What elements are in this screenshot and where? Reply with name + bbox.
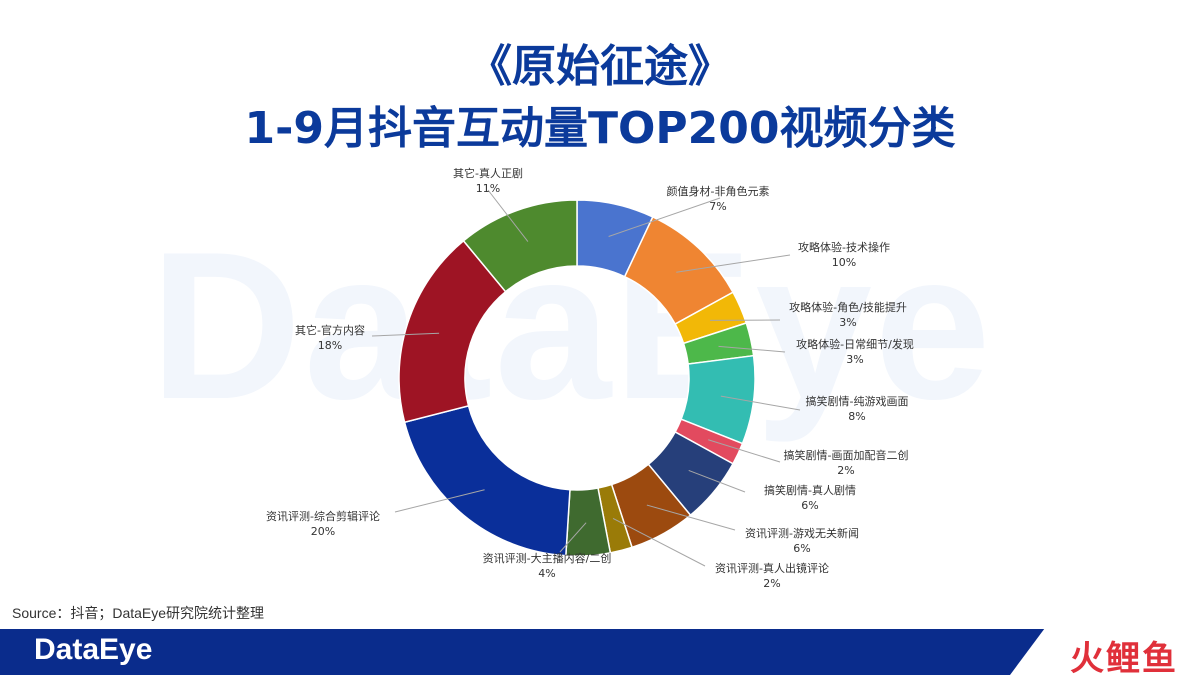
slice-category-label: 搞笑剧情-纯游戏画面 (806, 394, 909, 408)
slice-category-label: 其它-官方内容 (295, 323, 365, 337)
slice-value-label: 7% (709, 200, 726, 213)
slice-value-label: 6% (793, 542, 810, 555)
slice-category-label: 搞笑剧情-画面加配音二创 (784, 448, 909, 462)
slice-category-label: 资讯评测-真人出镜评论 (715, 561, 829, 575)
slice-category-label: 攻略体验-技术操作 (798, 240, 890, 254)
slice-value-label: 11% (476, 182, 500, 195)
slice-category-label: 搞笑剧情-真人剧情 (764, 483, 856, 497)
slice-category-label: 资讯评测-游戏无关新闻 (745, 526, 859, 540)
slice-category-label: 攻略体验-日常细节/发现 (796, 337, 914, 351)
slice-category-label: 资讯评测-大主播内容/二创 (483, 551, 612, 565)
slice-value-label: 18% (318, 339, 342, 352)
slice-value-label: 2% (837, 464, 854, 477)
slice-category-label: 资讯评测-综合剪辑评论 (266, 509, 380, 523)
slice-category-label: 颜值身材-非角色元素 (667, 184, 770, 198)
source-note: Source：抖音；DataEye研究院统计整理 (12, 603, 264, 623)
partner-logo-area: 火鲤鱼 (1010, 629, 1200, 675)
slice-category-label: 其它-真人正剧 (453, 166, 523, 180)
slice-value-label: 2% (763, 577, 780, 590)
dataeye-logo: DataEye (34, 633, 152, 667)
donut-slices (399, 200, 755, 556)
partner-logo: 火鲤鱼 (1070, 631, 1178, 680)
slice-value-label: 3% (846, 353, 863, 366)
slice-value-label: 20% (311, 525, 335, 538)
slice-category-label: 攻略体验-角色/技能提升 (789, 300, 907, 314)
slice-value-label: 6% (801, 499, 818, 512)
slice-value-label: 3% (839, 316, 856, 329)
slice-value-label: 4% (538, 567, 555, 580)
footer-bar: DataEye 火鲤鱼 (0, 629, 1200, 675)
donut-slice (405, 406, 570, 556)
slice-value-label: 8% (848, 410, 865, 423)
slice-value-label: 10% (832, 256, 856, 269)
